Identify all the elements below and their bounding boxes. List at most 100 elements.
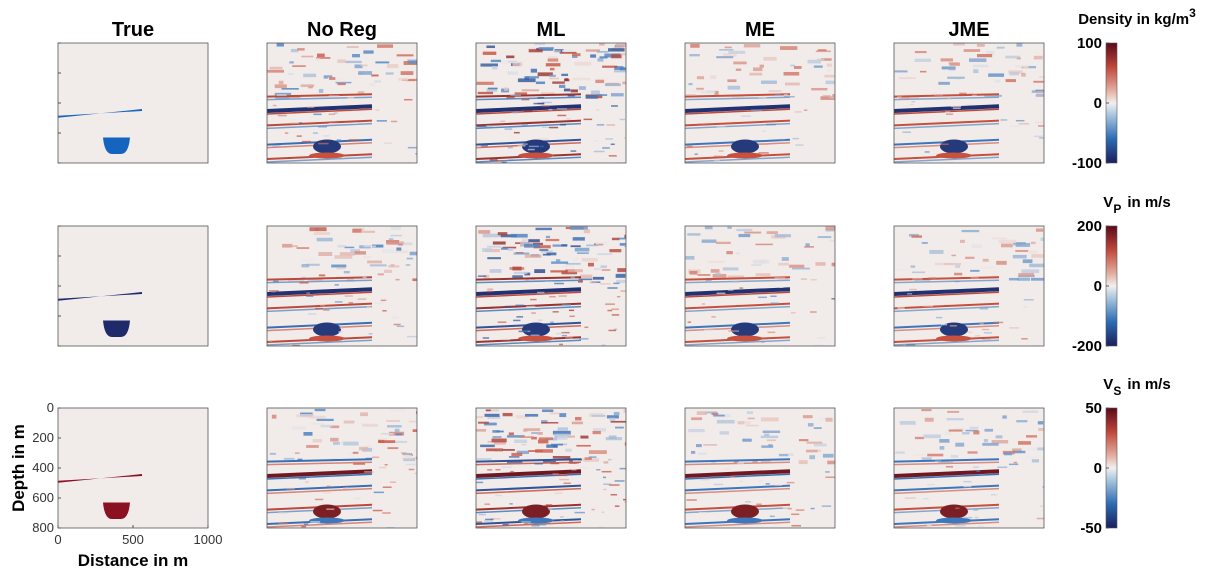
texture bbox=[353, 122, 358, 124]
texture bbox=[717, 126, 726, 128]
texture bbox=[584, 327, 588, 329]
texture bbox=[548, 58, 559, 61]
texture bbox=[902, 131, 911, 133]
column-title: True bbox=[112, 19, 154, 41]
texture bbox=[337, 59, 345, 63]
texture bbox=[495, 495, 502, 497]
texture bbox=[746, 425, 759, 427]
lens-halo bbox=[936, 153, 972, 159]
texture bbox=[486, 307, 494, 309]
texture bbox=[605, 303, 615, 305]
lens-halo bbox=[727, 518, 763, 524]
texture bbox=[301, 258, 314, 262]
texture bbox=[603, 477, 606, 479]
texture bbox=[390, 481, 396, 483]
texture bbox=[973, 69, 978, 73]
texture bbox=[537, 292, 544, 294]
texture bbox=[808, 423, 814, 427]
texture bbox=[759, 143, 768, 145]
texture bbox=[279, 523, 289, 525]
texture bbox=[524, 110, 532, 112]
figure: TrueNo RegMLMEJMEDensity in kg/m31000-10… bbox=[0, 0, 1214, 573]
texture bbox=[934, 95, 943, 97]
texture bbox=[1039, 76, 1046, 78]
texture bbox=[505, 128, 513, 130]
texture bbox=[564, 483, 571, 485]
texture bbox=[407, 258, 413, 260]
texture bbox=[977, 44, 985, 47]
y-tick-label: 600 bbox=[32, 490, 54, 505]
texture bbox=[369, 333, 373, 335]
colorbar-tick-label: -50 bbox=[1080, 520, 1102, 537]
texture bbox=[922, 457, 932, 460]
texture bbox=[1035, 122, 1043, 124]
texture bbox=[597, 94, 607, 96]
texture bbox=[596, 109, 599, 111]
texture bbox=[373, 510, 383, 512]
texture bbox=[779, 286, 783, 288]
panel bbox=[685, 408, 841, 528]
texture bbox=[953, 108, 961, 110]
texture bbox=[375, 109, 379, 111]
texture bbox=[525, 76, 539, 78]
texture bbox=[951, 255, 956, 257]
texture bbox=[370, 264, 387, 266]
texture bbox=[824, 75, 841, 78]
texture bbox=[562, 50, 573, 52]
texture bbox=[827, 64, 832, 67]
texture bbox=[728, 289, 734, 291]
lens bbox=[940, 140, 968, 154]
texture bbox=[801, 278, 807, 280]
texture bbox=[727, 79, 736, 82]
texture bbox=[907, 293, 912, 295]
lens-halo bbox=[518, 153, 554, 159]
texture bbox=[478, 92, 493, 94]
texture bbox=[1009, 464, 1018, 466]
texture bbox=[980, 323, 984, 325]
texture bbox=[624, 245, 641, 248]
texture bbox=[1018, 441, 1031, 445]
texture bbox=[315, 409, 326, 411]
texture bbox=[548, 109, 552, 111]
texture bbox=[539, 249, 548, 251]
texture bbox=[338, 331, 343, 333]
texture bbox=[564, 78, 568, 81]
texture bbox=[557, 475, 567, 477]
texture bbox=[814, 66, 823, 68]
texture bbox=[568, 95, 575, 97]
texture bbox=[586, 95, 598, 99]
texture bbox=[487, 288, 493, 290]
texture bbox=[486, 448, 503, 451]
texture bbox=[705, 226, 713, 229]
texture bbox=[348, 302, 353, 304]
texture bbox=[730, 476, 734, 478]
texture bbox=[329, 95, 340, 97]
texture bbox=[358, 71, 372, 75]
texture bbox=[799, 460, 808, 464]
texture bbox=[592, 509, 595, 511]
texture bbox=[736, 69, 741, 71]
texture bbox=[315, 499, 323, 501]
texture bbox=[775, 234, 791, 237]
texture bbox=[727, 227, 731, 229]
texture bbox=[359, 447, 368, 451]
texture bbox=[686, 256, 695, 260]
texture bbox=[593, 431, 601, 434]
texture bbox=[984, 332, 992, 334]
texture bbox=[804, 109, 808, 111]
texture bbox=[894, 269, 910, 272]
texture bbox=[982, 443, 998, 446]
texture bbox=[409, 469, 415, 471]
texture bbox=[485, 519, 493, 521]
texture bbox=[559, 479, 569, 481]
texture bbox=[306, 292, 310, 294]
texture bbox=[792, 268, 810, 270]
texture bbox=[387, 64, 399, 68]
texture bbox=[988, 73, 1004, 76]
texture bbox=[277, 43, 284, 46]
label-part: V bbox=[1103, 376, 1113, 393]
texture bbox=[408, 147, 418, 149]
texture bbox=[525, 280, 529, 282]
texture bbox=[593, 277, 604, 280]
texture bbox=[941, 58, 954, 61]
